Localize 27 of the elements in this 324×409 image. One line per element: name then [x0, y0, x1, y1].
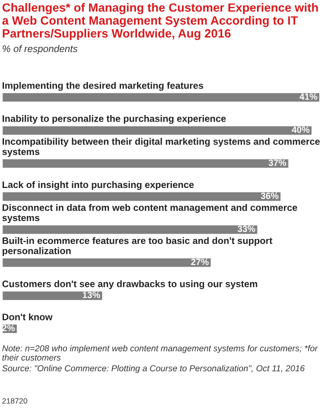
data-label: 40% — [292, 126, 310, 133]
chart-subtitle: % of respondents — [2, 45, 78, 54]
data-label: 37% — [268, 160, 286, 166]
y-tick-label: Customers don't see any drawbacks to using our system — [2, 280, 258, 290]
chart-title: Challenges* of Managing the Customer Experience with a Web Content Management System According to IT Partners/Suppliers Worldwide, Aug 2016 — [2, 3, 318, 40]
y-tick-label: Inability to personalize the purchasing experience — [2, 115, 226, 124]
y-tick-label: Implementing the desired marketing features — [2, 82, 204, 91]
bar — [2, 257, 212, 268]
data-label: 41% — [300, 93, 318, 100]
y-tick-label: Disconnect in data from web content management and commerce systems — [2, 204, 298, 224]
bar — [2, 190, 282, 202]
y-tick-label: Incompatibility between their digital marketing systems and commerce systems — [2, 138, 320, 157]
bar — [2, 224, 259, 236]
data-label: 2% — [2, 324, 15, 332]
bar — [2, 92, 320, 104]
data-label: 33% — [238, 226, 256, 232]
bar — [2, 290, 104, 302]
y-tick-label: Built-in ecommerce features are too basic and don't support personalization — [2, 237, 272, 256]
y-tick-label: Lack of insight into purchasing experience — [2, 181, 194, 190]
text: Note: n=208 who implement web content management systems for customers; *for their customers — [2, 345, 318, 361]
data-label: 27% — [191, 258, 209, 266]
y-tick-label: Don't know — [2, 313, 53, 320]
source-note: Source: "Online Commerce: Plotting a Course to Personalization", Oct 11, 2016 — [2, 365, 305, 374]
bar — [2, 124, 313, 136]
bar — [2, 158, 290, 170]
data-label: 13% — [82, 292, 100, 298]
data-label: 36% — [260, 192, 278, 199]
